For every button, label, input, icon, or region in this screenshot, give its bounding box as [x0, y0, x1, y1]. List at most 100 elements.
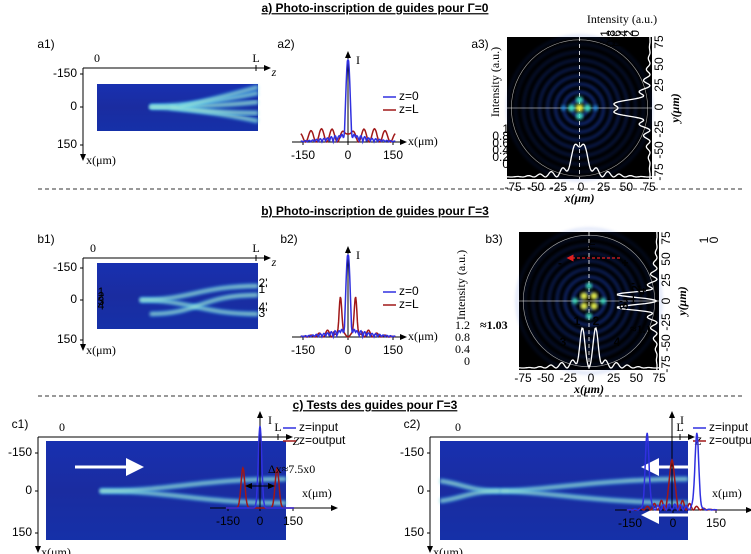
tick-label: 0 — [464, 354, 470, 368]
axis-label: x(μm) — [86, 153, 116, 167]
spot-mark: 4' — [635, 285, 649, 295]
x-tick-label: 0 — [70, 99, 77, 113]
tick-label: 1 — [598, 30, 612, 37]
axis-label: z — [271, 255, 277, 269]
legend-entry: z=L — [399, 102, 419, 116]
x-tick-label: 150 — [383, 343, 403, 357]
legend-entry: z=output — [299, 433, 346, 447]
axis-label: x(μm) — [41, 545, 71, 554]
x-tick-label: -150 — [53, 260, 77, 274]
tick-label: 0.2 — [492, 150, 509, 164]
spot — [584, 104, 591, 112]
panel-label: b2) — [280, 232, 297, 246]
z-tick-label: L — [676, 420, 683, 434]
panel-label: a1) — [37, 37, 54, 51]
y-tick-label: 50 — [659, 252, 673, 266]
beam — [149, 294, 259, 315]
axis-label: x(μm) — [408, 329, 438, 343]
spot-mark: 1' — [623, 293, 637, 303]
peak-mark: 2 — [593, 314, 600, 328]
axis-label: x(μm) — [712, 486, 742, 500]
x-tick-label: 0 — [25, 483, 32, 497]
y-tick-label: 25 — [659, 273, 673, 287]
beam — [499, 490, 689, 504]
tick-label: 0.8 — [455, 330, 470, 344]
x-tick-label: 150 — [706, 516, 726, 530]
spot — [568, 104, 575, 112]
axis-label: Intensity (a.u.) — [488, 47, 502, 117]
z-tick-label: 0 — [455, 420, 461, 434]
axis-label: x(μm) — [564, 191, 595, 205]
y-tick-label: -50 — [652, 141, 666, 159]
x-tick-label: -150 — [8, 445, 32, 459]
panel-label: b1) — [37, 232, 54, 246]
y-tick-label: -25 — [659, 313, 673, 331]
input-profile — [626, 432, 718, 512]
x-tick-label: 0 — [670, 516, 677, 530]
vertical-profile — [613, 36, 651, 180]
waveguide-mark: 2' — [259, 276, 268, 290]
spot — [590, 302, 598, 310]
x-tick-label: 0 — [417, 483, 424, 497]
x-tick-label: 0 — [588, 371, 595, 385]
output-profile — [300, 296, 396, 338]
y-tick-label: -50 — [659, 334, 673, 352]
spot-mark: 2' — [629, 282, 643, 292]
input-profile — [300, 58, 396, 145]
spot — [586, 283, 592, 289]
tick-label: 1.2 — [455, 318, 470, 332]
y-tick-label: 50 — [652, 57, 666, 71]
annotation: - — [558, 256, 562, 270]
x-tick-label: 150 — [57, 332, 77, 346]
z-tick-label: 0 — [90, 241, 96, 255]
x-tick-label: 75 — [642, 180, 656, 194]
spot — [580, 302, 588, 310]
x-tick-label: 0 — [345, 343, 352, 357]
x-tick-label: -150 — [216, 514, 240, 528]
x-tick-label: 150 — [404, 525, 424, 539]
peak-mark: 1 — [574, 314, 581, 328]
beam — [179, 86, 259, 108]
spot — [600, 298, 606, 304]
spot — [586, 313, 592, 319]
peak-mark: 4 — [614, 335, 621, 349]
waveguide-mark: 3' — [259, 306, 268, 320]
horizontal-profile — [506, 143, 653, 178]
beam — [169, 106, 259, 114]
axis-label: x(μm) — [86, 343, 116, 357]
legend-entry: z=L — [399, 297, 419, 311]
spot — [561, 105, 566, 111]
legend-entry: z=input — [299, 420, 339, 434]
section-title: a) Photo-inscription de guides pour Γ=0 — [262, 1, 489, 15]
z-tick-label: L — [252, 51, 259, 65]
axis-label: x(μm) — [408, 134, 438, 148]
axis-label: x(μm) — [302, 486, 332, 500]
input-profile — [300, 253, 396, 340]
x-tick-label: 50 — [620, 180, 634, 194]
axis-label: Z — [293, 434, 300, 448]
y-tick-label: 25 — [652, 78, 666, 92]
section-title: c) Tests des guides pour Γ=3 — [293, 398, 458, 412]
z-tick-label: 0 — [59, 420, 65, 434]
output-profile — [300, 127, 396, 143]
x-tick-label: -50 — [537, 371, 555, 385]
axis-label: I — [356, 248, 360, 262]
x-tick-label: 150 — [383, 148, 403, 162]
tick-label: 0 — [628, 30, 642, 37]
tick-label: 0.4 — [616, 30, 630, 47]
spot — [576, 96, 583, 104]
spot — [575, 104, 584, 112]
tick-label: 0.4 — [455, 342, 470, 356]
annotation: ≈1.03 — [480, 318, 508, 332]
annotation: + — [621, 256, 628, 270]
z-tick-label: L — [274, 420, 281, 434]
panel-label: a2) — [277, 37, 294, 51]
spot — [590, 292, 598, 300]
tick-label: 1 — [502, 122, 509, 136]
legend-entry: z=output — [709, 433, 751, 447]
axis-label: Intensity (a.u.) — [454, 250, 468, 320]
x-tick-label: 25 — [597, 180, 611, 194]
waveguide-mark: 3 — [98, 294, 105, 308]
output-profile — [626, 458, 718, 511]
